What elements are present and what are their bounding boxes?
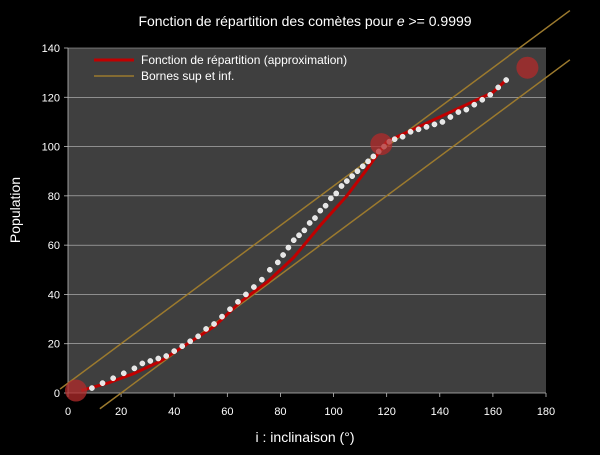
legend: Fonction de répartition (approximation) … — [94, 53, 347, 83]
approximation-curve — [80, 78, 508, 392]
highlight-marker-2 — [516, 56, 539, 79]
highlight-marker-0 — [64, 379, 87, 402]
x-tick-label-2: 40 — [168, 406, 180, 418]
data-point-16 — [227, 306, 233, 313]
data-point-5 — [139, 360, 146, 367]
data-point-8 — [163, 353, 170, 359]
title-tail: >= 0.9999 — [405, 13, 472, 29]
data-point-0 — [89, 385, 95, 391]
data-point-40 — [370, 153, 377, 160]
data-point-34 — [338, 183, 345, 189]
data-point-39 — [365, 158, 371, 165]
data-point-53 — [463, 106, 470, 113]
data-point-13 — [203, 326, 209, 332]
data-point-50 — [439, 119, 446, 125]
highlight-markers — [64, 56, 539, 402]
data-point-47 — [415, 126, 422, 133]
data-point-3 — [120, 370, 127, 377]
data-point-7 — [155, 355, 162, 362]
data-point-14 — [211, 321, 217, 327]
gridlines — [68, 47, 546, 345]
data-point-23 — [280, 252, 286, 258]
approximation-line — [80, 78, 508, 392]
data-point-19 — [251, 284, 257, 290]
legend-approximation-label: Fonction de répartition (approximation) — [141, 53, 347, 67]
y-tick-label-3: 60 — [48, 240, 60, 252]
data-point-25 — [290, 237, 297, 244]
data-point-11 — [187, 338, 194, 345]
x-tick-label-8: 160 — [484, 406, 502, 418]
data-point-12 — [195, 333, 201, 340]
y-tick-label-1: 20 — [48, 339, 60, 351]
y-tick-label-6: 120 — [42, 92, 60, 104]
data-point-18 — [243, 291, 249, 298]
data-point-27 — [301, 227, 308, 234]
data-point-46 — [407, 128, 414, 135]
x-tick-label-1: 20 — [115, 406, 127, 418]
chart-title: Fonction de répartition des comètes pour… — [138, 13, 471, 29]
data-point-9 — [171, 348, 178, 354]
y-axis-label: Population — [7, 177, 23, 243]
data-point-57 — [495, 84, 502, 91]
y-tick-label-5: 100 — [42, 142, 60, 154]
data-point-36 — [349, 173, 355, 179]
data-point-37 — [354, 168, 361, 175]
data-point-24 — [285, 244, 292, 251]
observation-points — [89, 77, 510, 391]
data-point-45 — [399, 133, 406, 140]
data-point-26 — [296, 232, 302, 239]
y-tick-label-4: 80 — [48, 191, 60, 203]
y-tick-label-7: 140 — [42, 43, 60, 55]
data-point-51 — [447, 114, 454, 120]
data-point-38 — [359, 163, 366, 170]
x-tick-label-7: 140 — [431, 406, 449, 418]
data-point-10 — [179, 343, 186, 350]
highlight-marker-1 — [370, 133, 393, 156]
data-point-22 — [274, 259, 281, 266]
data-point-30 — [317, 207, 324, 214]
legend-bounds-label: Bornes sup et inf. — [141, 69, 234, 83]
data-point-4 — [131, 365, 138, 372]
data-point-33 — [333, 190, 340, 197]
data-point-2 — [110, 375, 116, 382]
title-variable: e — [397, 13, 405, 29]
data-point-21 — [266, 266, 273, 273]
data-point-58 — [503, 77, 510, 83]
data-point-17 — [235, 298, 241, 305]
data-point-32 — [328, 195, 334, 202]
data-point-56 — [487, 91, 494, 98]
x-tick-label-4: 80 — [274, 406, 286, 418]
bound-line-upper — [59, 9, 571, 390]
axes: 0 20 40 60 80 100 120 140 0 20 40 60 80 100 120 140 160 1… — [42, 43, 556, 418]
data-point-15 — [219, 313, 225, 320]
data-point-44 — [391, 136, 398, 143]
data-point-28 — [306, 220, 313, 226]
x-axis-label: i : inclinaison (°) — [256, 429, 355, 445]
x-tick-label-9: 180 — [537, 406, 555, 418]
data-point-49 — [431, 121, 438, 128]
data-point-29 — [312, 215, 318, 221]
data-point-6 — [147, 358, 154, 364]
data-point-20 — [259, 276, 265, 283]
data-point-1 — [99, 380, 106, 386]
data-point-35 — [343, 178, 350, 184]
x-tick-label-5: 100 — [324, 406, 342, 418]
x-tick-label-3: 60 — [221, 406, 233, 418]
x-tick-label-0: 0 — [65, 406, 71, 418]
data-point-48 — [423, 124, 430, 130]
y-tick-label-0: 0 — [54, 388, 60, 400]
x-tick-label-6: 120 — [377, 406, 395, 418]
data-point-55 — [479, 96, 486, 103]
data-point-31 — [322, 202, 329, 209]
data-point-52 — [455, 109, 462, 115]
title-main: Fonction de répartition des comètes pour — [138, 13, 396, 29]
data-point-54 — [471, 101, 478, 108]
y-tick-label-2: 40 — [48, 289, 60, 301]
